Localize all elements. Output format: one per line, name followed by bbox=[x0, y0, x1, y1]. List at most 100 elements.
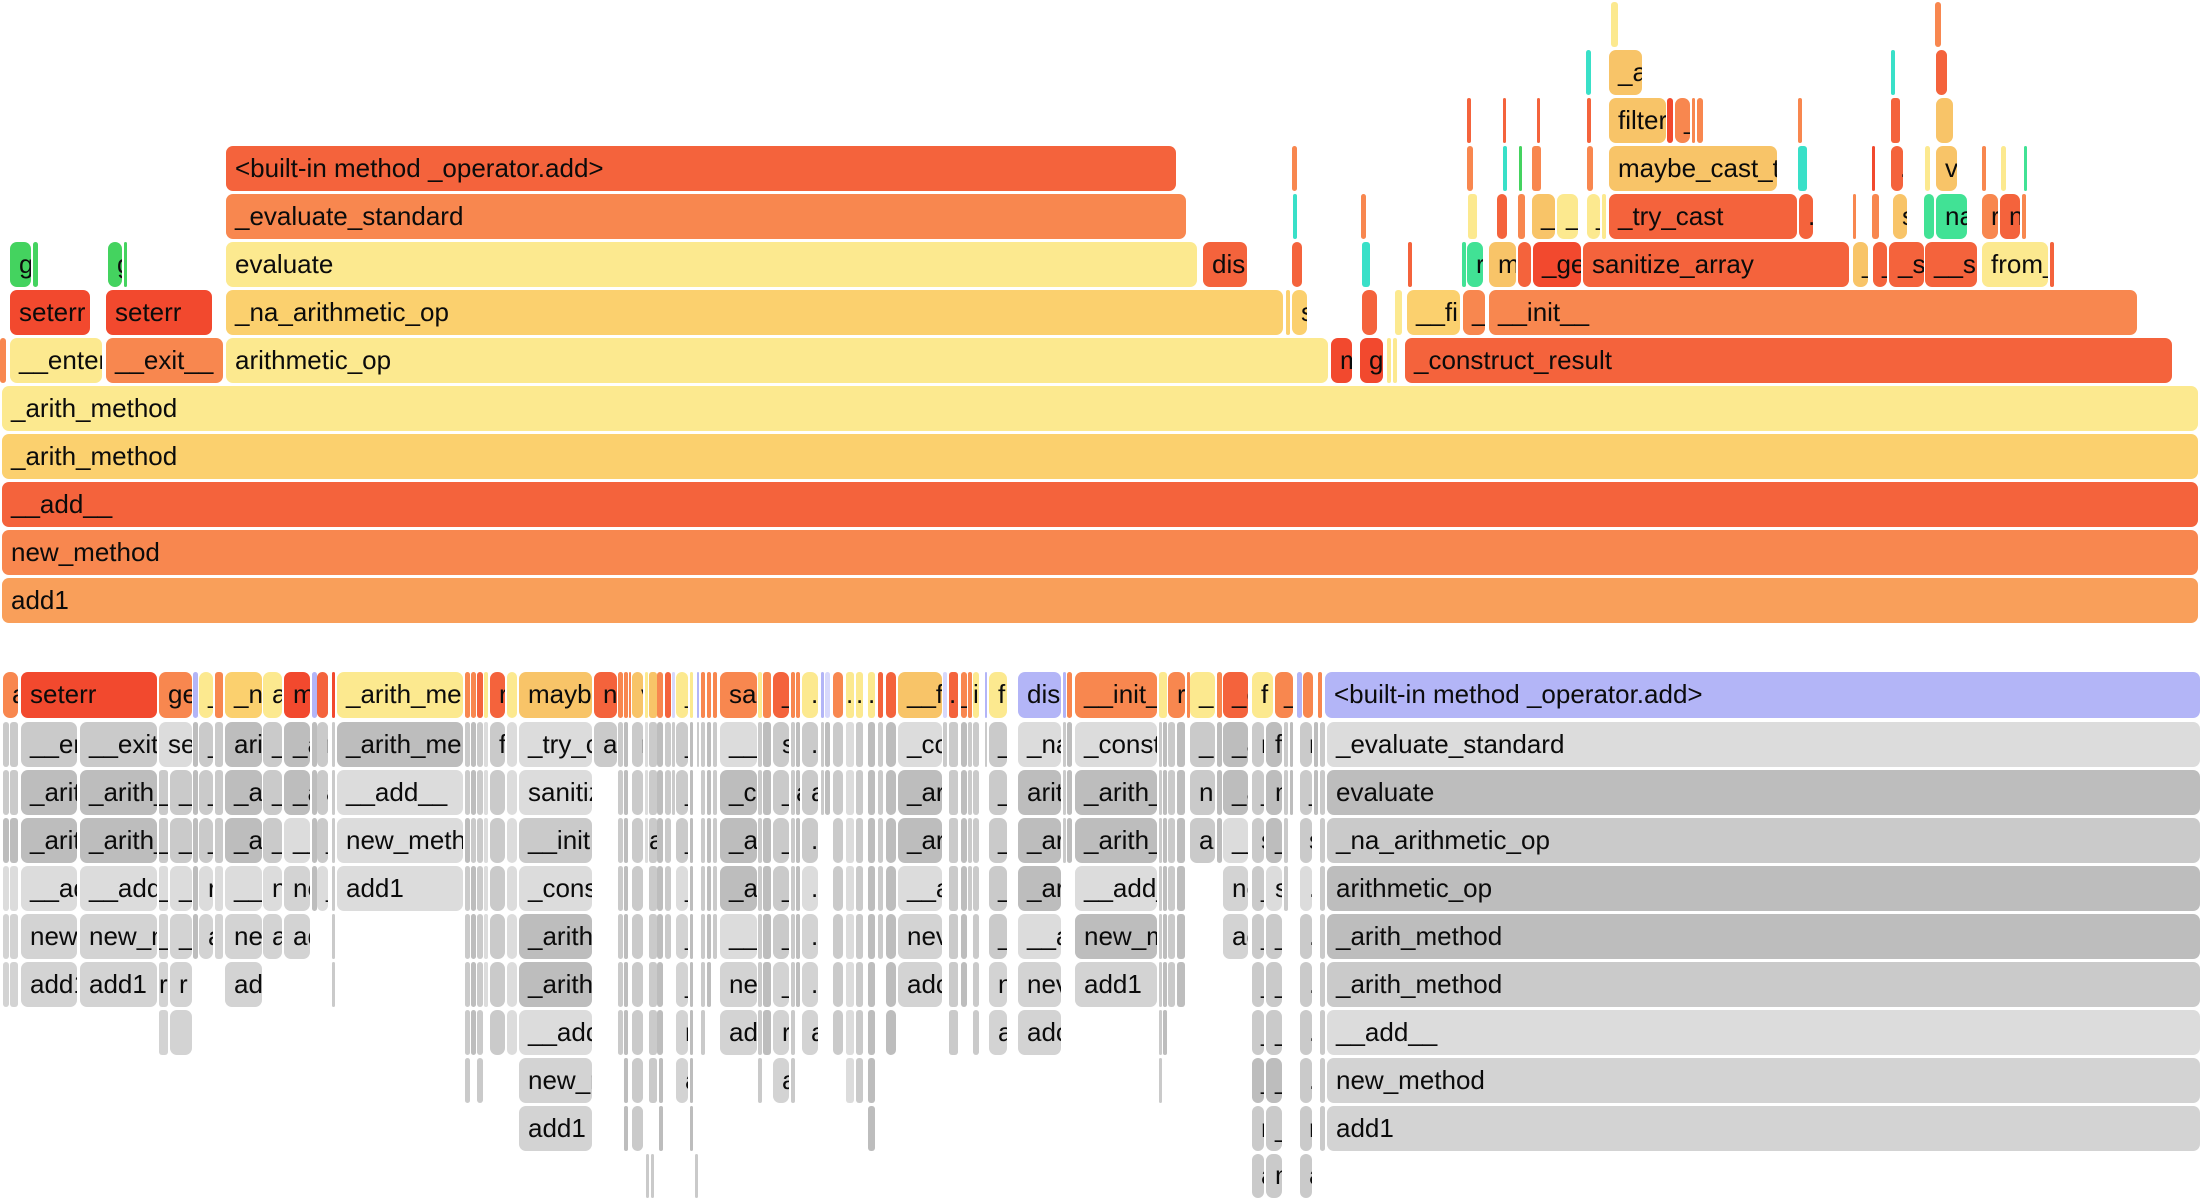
frame-sliver[interactable] bbox=[618, 770, 623, 815]
frame-sliver[interactable] bbox=[332, 770, 335, 815]
frame-sliver[interactable] bbox=[665, 722, 671, 767]
frame-frame[interactable]: _ bbox=[676, 866, 688, 911]
frame-maybe-cast-to[interactable]: maybe_cast_to bbox=[1609, 146, 1777, 191]
frame-sliver[interactable] bbox=[701, 866, 705, 911]
frame-sliver[interactable] bbox=[868, 818, 875, 863]
frame-sliver[interactable] bbox=[657, 866, 663, 911]
frame-sliver[interactable] bbox=[856, 1058, 863, 1103]
frame-sliver[interactable] bbox=[868, 1106, 875, 1151]
frame-sliver[interactable] bbox=[758, 818, 762, 863]
frame-sliver[interactable] bbox=[856, 818, 863, 863]
frame-sliver[interactable] bbox=[317, 672, 328, 718]
frame-sliver[interactable] bbox=[477, 1010, 483, 1055]
frame-sliver[interactable] bbox=[632, 818, 643, 863]
frame-frame[interactable]: _ bbox=[676, 914, 688, 959]
frame-sliver[interactable] bbox=[833, 962, 843, 1007]
frame-const[interactable]: _const bbox=[1075, 722, 1157, 767]
frame-sliver[interactable] bbox=[1320, 1010, 1325, 1055]
frame-sliver[interactable] bbox=[484, 672, 488, 718]
frame-sliver[interactable] bbox=[1586, 50, 1591, 95]
frame-sliver[interactable] bbox=[846, 962, 854, 1007]
frame-sliver[interactable] bbox=[1891, 50, 1895, 95]
frame-sliver[interactable] bbox=[846, 914, 854, 959]
frame-sliver[interactable] bbox=[878, 866, 883, 911]
frame-sliver[interactable] bbox=[1503, 98, 1506, 143]
frame-sliver[interactable] bbox=[1168, 818, 1175, 863]
frame-frame[interactable]: _ bbox=[1300, 770, 1312, 815]
frame-sliver[interactable] bbox=[624, 866, 628, 911]
frame-sliver[interactable] bbox=[961, 770, 967, 815]
frame-sliver[interactable] bbox=[886, 1010, 896, 1055]
frame-evaluate[interactable]: evaluate bbox=[226, 242, 1197, 287]
frame-sliver[interactable] bbox=[763, 722, 771, 767]
frame-frame[interactable]: _ bbox=[676, 818, 688, 863]
frame-sliver[interactable] bbox=[707, 914, 711, 959]
frame-sliver[interactable] bbox=[2024, 146, 2027, 191]
frame-sliver[interactable] bbox=[215, 672, 223, 718]
frame-sliver[interactable] bbox=[961, 962, 967, 1007]
frame-sliver[interactable] bbox=[332, 672, 335, 718]
frame-sliver[interactable] bbox=[846, 866, 854, 911]
frame-from[interactable]: from_ bbox=[1982, 242, 2048, 287]
frame-sliver[interactable] bbox=[507, 1010, 517, 1055]
frame-frame[interactable]: _ bbox=[773, 866, 789, 911]
frame-filter[interactable]: filter bbox=[1609, 98, 1666, 143]
frame-sliver[interactable] bbox=[624, 818, 628, 863]
frame-sliver[interactable] bbox=[657, 722, 663, 767]
frame-sliver[interactable] bbox=[484, 818, 488, 863]
frame-frame[interactable]: __ bbox=[1532, 194, 1555, 239]
frame-sliver[interactable] bbox=[791, 770, 795, 815]
frame-sliver[interactable] bbox=[3, 818, 9, 863]
frame-sliver[interactable] bbox=[1320, 1058, 1325, 1103]
frame-ge[interactable]: _ge bbox=[1533, 242, 1581, 287]
frame-sliver[interactable] bbox=[1387, 338, 1391, 383]
frame-frame[interactable]: _ bbox=[199, 722, 213, 767]
frame-sliver[interactable] bbox=[707, 770, 711, 815]
frame-new-method[interactable]: new_method bbox=[2, 530, 2198, 575]
frame-sliver[interactable] bbox=[713, 672, 717, 718]
frame-sliver[interactable] bbox=[886, 962, 896, 1007]
frame-frame[interactable]: __ bbox=[1223, 818, 1248, 863]
frame-sliver[interactable] bbox=[618, 722, 623, 767]
frame-a[interactable]: _a bbox=[720, 818, 757, 863]
frame-sliver[interactable] bbox=[856, 866, 863, 911]
frame-sliver[interactable] bbox=[1217, 818, 1222, 863]
frame-sliver[interactable] bbox=[791, 722, 795, 767]
frame-sliver[interactable] bbox=[758, 1058, 762, 1103]
frame-sliver[interactable] bbox=[763, 672, 771, 718]
frame-sliver[interactable] bbox=[856, 770, 863, 815]
frame-sliver[interactable] bbox=[1798, 98, 1802, 143]
frame-construct-result[interactable]: _construct_result bbox=[1405, 338, 2172, 383]
frame-built-in-method-operator-add[interactable]: <built-in method _operator.add> bbox=[1325, 672, 2200, 718]
frame-a[interactable]: __a bbox=[1018, 914, 1061, 959]
frame-sliver[interactable] bbox=[690, 1058, 693, 1103]
frame-a[interactable]: a bbox=[649, 818, 657, 863]
frame-sliver[interactable] bbox=[833, 722, 843, 767]
frame-sliver[interactable] bbox=[758, 866, 762, 911]
frame-sliver[interactable] bbox=[1159, 672, 1167, 718]
frame-frame[interactable]: _ bbox=[1266, 1058, 1282, 1103]
frame-sliver[interactable] bbox=[968, 770, 972, 815]
frame-sliver[interactable] bbox=[1168, 866, 1175, 911]
frame-sliver[interactable] bbox=[949, 770, 958, 815]
frame-sliver[interactable] bbox=[791, 1010, 795, 1055]
frame-s[interactable]: s bbox=[773, 722, 789, 767]
frame-se[interactable]: __se bbox=[1925, 242, 1977, 287]
frame-sliver[interactable] bbox=[465, 914, 470, 959]
frame-sliver[interactable] bbox=[943, 722, 947, 767]
frame-arithmetic-op[interactable]: arithmetic_op bbox=[226, 338, 1328, 383]
frame-frame[interactable]: _ bbox=[676, 770, 688, 815]
frame-frame[interactable]: . bbox=[846, 672, 854, 718]
frame-sliver[interactable] bbox=[1320, 722, 1325, 767]
frame-sliver[interactable] bbox=[471, 914, 476, 959]
frame-sliver[interactable] bbox=[1467, 146, 1473, 191]
frame-r[interactable]: r bbox=[1300, 722, 1312, 767]
frame-sliver[interactable] bbox=[657, 962, 663, 1007]
frame-sliver[interactable] bbox=[690, 1106, 693, 1151]
frame-sliver[interactable] bbox=[632, 1058, 643, 1103]
frame-frame[interactable]: _ bbox=[1252, 1010, 1264, 1055]
frame-sliver[interactable] bbox=[1503, 146, 1507, 191]
frame-sliver[interactable] bbox=[465, 1058, 470, 1103]
frame-n[interactable]: n bbox=[1252, 722, 1264, 767]
frame-sliver[interactable] bbox=[1891, 98, 1900, 143]
